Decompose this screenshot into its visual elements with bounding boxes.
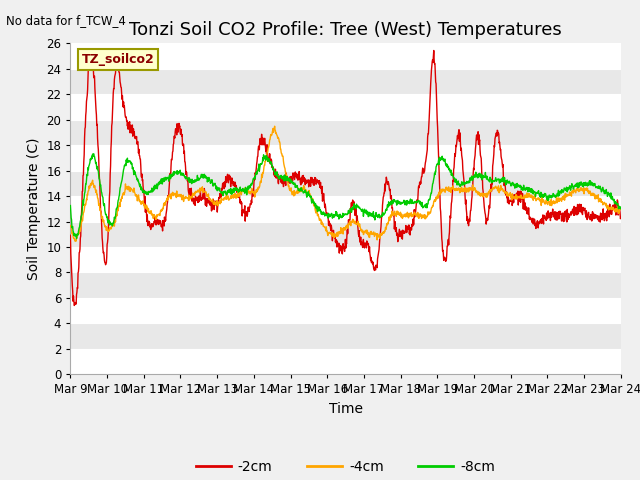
-2cm — [176, 123, 184, 129]
Bar — [70, 43, 621, 69]
-2cm — [251, 177, 259, 183]
-8cm — [90, 151, 97, 156]
-4cm — [617, 206, 625, 212]
-8cm — [432, 169, 440, 175]
-8cm — [617, 204, 625, 210]
Y-axis label: Soil Temperature (C): Soil Temperature (C) — [27, 138, 41, 280]
-8cm — [552, 192, 560, 198]
Bar — [70, 69, 621, 94]
Bar — [70, 120, 621, 145]
Title: Tonzi Soil CO2 Profile: Tree (West) Temperatures: Tonzi Soil CO2 Profile: Tree (West) Temp… — [129, 21, 562, 39]
-4cm — [251, 194, 259, 200]
-2cm — [432, 79, 440, 85]
Bar — [70, 222, 621, 247]
-4cm — [552, 198, 560, 204]
-2cm — [67, 232, 74, 238]
-4cm — [271, 123, 278, 129]
-4cm — [176, 192, 184, 198]
Bar — [70, 247, 621, 273]
Bar — [70, 273, 621, 298]
-2cm — [552, 217, 560, 223]
Line: -4cm: -4cm — [70, 126, 621, 241]
-2cm — [70, 302, 78, 308]
-4cm — [504, 190, 511, 195]
-2cm — [617, 215, 625, 221]
Bar — [70, 349, 621, 374]
-2cm — [504, 200, 511, 205]
Bar — [70, 145, 621, 170]
Legend: -2cm, -4cm, -8cm: -2cm, -4cm, -8cm — [191, 454, 500, 480]
Text: No data for f_TCW_4: No data for f_TCW_4 — [6, 14, 126, 27]
-8cm — [67, 203, 74, 208]
-8cm — [252, 176, 259, 182]
-8cm — [189, 178, 197, 183]
Bar — [70, 170, 621, 196]
Bar — [70, 324, 621, 349]
-4cm — [189, 192, 197, 197]
-8cm — [504, 180, 511, 185]
-4cm — [432, 198, 440, 204]
Bar — [70, 298, 621, 324]
-8cm — [177, 168, 184, 173]
Text: TZ_soilco2: TZ_soilco2 — [81, 53, 154, 66]
Bar — [70, 94, 621, 120]
-4cm — [71, 238, 79, 244]
Line: -8cm: -8cm — [70, 154, 621, 239]
X-axis label: Time: Time — [328, 402, 363, 416]
-4cm — [67, 223, 74, 228]
-2cm — [430, 48, 438, 53]
Line: -2cm: -2cm — [70, 50, 621, 305]
Bar — [70, 196, 621, 222]
-2cm — [189, 196, 197, 202]
-8cm — [73, 236, 81, 241]
